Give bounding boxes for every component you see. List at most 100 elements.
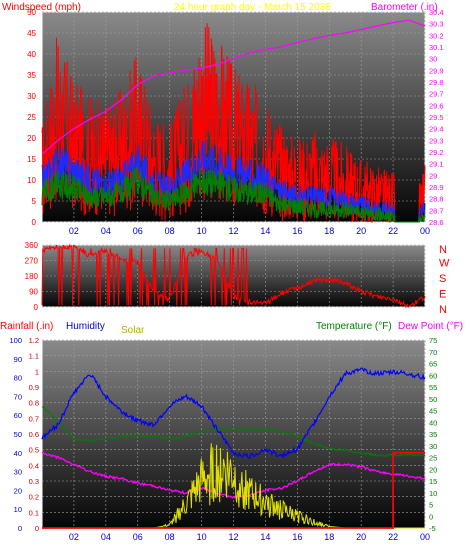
dir-compass-N-4: N <box>439 304 447 316</box>
rain-y-tick-0.5: 0.5 <box>29 446 39 455</box>
barometer-label: Barometer (.in) <box>371 2 438 13</box>
dir-y-tick-360: 360 <box>25 241 39 250</box>
chart-title: 24 hour graph day - March 15 2036 <box>174 2 331 13</box>
wind-x-tick-20: 20 <box>356 226 366 236</box>
temp-y-tick-30: 30 <box>429 442 437 451</box>
dir-compass-E-3: E <box>439 289 446 301</box>
climate-x-tick-22: 22 <box>388 532 398 542</box>
dewpoint-series <box>41 451 426 499</box>
wind-x-tick-08: 08 <box>165 226 175 236</box>
dewpoint-label: Dew Point (°F) <box>398 321 463 332</box>
rainfall-label: Rainfall (.in) <box>0 321 53 332</box>
temp-y-tick-65: 65 <box>429 360 437 369</box>
rain-y-tick-0.6: 0.6 <box>29 430 39 439</box>
wind-x-tick-22: 22 <box>388 226 398 236</box>
rain-y-tick-0.8: 0.8 <box>29 399 39 408</box>
barometer-y-tick-29.8: 29.8 <box>429 78 444 87</box>
wind-x-tick-16: 16 <box>292 226 302 236</box>
wind-direction-series <box>41 243 426 309</box>
barometer-y-tick-29.7: 29.7 <box>429 90 444 99</box>
humidity-label: Humidity <box>66 321 105 332</box>
temp-y-tick-50: 50 <box>429 395 437 404</box>
rain-y-tick-0.1: 0.1 <box>29 508 39 517</box>
climate-x-tick-00: 00 <box>420 532 430 542</box>
humidity-y-tick-50: 50 <box>14 430 22 439</box>
climate-x-tick-14: 14 <box>260 532 270 542</box>
barometer-y-tick-29.4: 29.4 <box>429 125 444 134</box>
temp-y-tick-5: 5 <box>429 501 433 510</box>
barometer-y-tick-30.3: 30.3 <box>429 20 444 29</box>
windspeed-label: Windspeed (mph) <box>2 2 81 13</box>
climate-x-tick-18: 18 <box>324 532 334 542</box>
solar-label: Solar <box>121 325 145 336</box>
temp-y-tick-70: 70 <box>429 348 437 357</box>
dir-y-tick-90: 90 <box>29 288 38 297</box>
wind-x-tick-00: 00 <box>420 226 430 236</box>
climate-x-tick-16: 16 <box>292 532 302 542</box>
rain-y-tick-0.2: 0.2 <box>29 493 39 502</box>
dir-y-tick-270: 270 <box>25 257 39 266</box>
rain-y-tick-0: 0 <box>35 524 39 533</box>
humidity-y-tick-30: 30 <box>14 468 22 477</box>
humidity-y-tick-90: 90 <box>14 355 22 364</box>
rain-y-tick-1.1: 1.1 <box>29 352 39 361</box>
rain-y-tick-0.9: 0.9 <box>29 383 39 392</box>
humidity-series <box>41 367 426 460</box>
climate-x-tick-10: 10 <box>197 532 207 542</box>
rainfall-series <box>42 451 425 529</box>
temp-y-tick-75: 75 <box>429 336 437 345</box>
wind-x-tick-06: 06 <box>133 226 143 236</box>
barometer-y-tick-28.6: 28.6 <box>429 218 444 227</box>
wind-y-tick-10: 10 <box>27 176 36 185</box>
humidity-y-tick-0: 0 <box>18 524 22 533</box>
rain-y-tick-0.4: 0.4 <box>29 461 39 470</box>
barometer-y-tick-29.1: 29.1 <box>429 160 444 169</box>
humidity-y-tick-70: 70 <box>14 392 22 401</box>
temp-y-tick--5: -5 <box>429 524 436 533</box>
temperature-label: Temperature (°F) <box>316 321 392 332</box>
temp-y-tick-10: 10 <box>429 489 437 498</box>
humidity-y-tick-60: 60 <box>14 411 22 420</box>
wind-y-tick-20: 20 <box>27 134 36 143</box>
rain-y-tick-1.2: 1.2 <box>29 336 39 345</box>
climate-x-tick-08: 08 <box>165 532 175 542</box>
wind-y-tick-0: 0 <box>32 218 37 227</box>
barometer-y-tick-28.8: 28.8 <box>429 195 444 204</box>
wind-y-tick-50: 50 <box>27 8 36 17</box>
barometer-y-tick-30.4: 30.4 <box>429 8 444 17</box>
wind-y-tick-40: 40 <box>27 50 36 59</box>
barometer-y-tick-28.9: 28.9 <box>429 183 444 192</box>
barometer-y-tick-29.6: 29.6 <box>429 101 444 110</box>
wind-min-series <box>41 166 426 224</box>
wind-x-tick-12: 12 <box>228 226 238 236</box>
barometer-y-tick-29.9: 29.9 <box>429 66 444 75</box>
humidity-y-tick-100: 100 <box>9 336 22 345</box>
barometer-y-tick-30: 30 <box>429 55 437 64</box>
barometer-y-tick-29.5: 29.5 <box>429 113 444 122</box>
wind-x-tick-14: 14 <box>260 226 270 236</box>
wind-y-tick-15: 15 <box>27 155 36 164</box>
temp-y-tick-0: 0 <box>429 512 433 521</box>
wind-y-tick-30: 30 <box>27 92 36 101</box>
dir-compass-N-0: N <box>439 244 447 256</box>
climate-x-tick-12: 12 <box>228 532 238 542</box>
climate-x-tick-04: 04 <box>101 532 111 542</box>
temp-y-tick-25: 25 <box>429 454 437 463</box>
wind-y-tick-45: 45 <box>27 29 36 38</box>
temp-y-tick-55: 55 <box>429 383 437 392</box>
wind-y-tick-25: 25 <box>27 113 36 122</box>
temp-y-tick-15: 15 <box>429 477 437 486</box>
wind-x-tick-04: 04 <box>101 226 111 236</box>
humidity-y-tick-80: 80 <box>14 374 22 383</box>
wind-y-tick-5: 5 <box>32 197 37 206</box>
rain-y-tick-0.3: 0.3 <box>29 477 39 486</box>
barometer-y-tick-30.2: 30.2 <box>429 31 444 40</box>
rain-y-tick-0.7: 0.7 <box>29 414 39 423</box>
climate-x-tick-20: 20 <box>356 532 366 542</box>
dir-compass-W-1: W <box>439 258 450 270</box>
climate-x-tick-02: 02 <box>69 532 79 542</box>
humidity-y-tick-10: 10 <box>14 505 22 514</box>
wind-x-tick-10: 10 <box>197 226 207 236</box>
